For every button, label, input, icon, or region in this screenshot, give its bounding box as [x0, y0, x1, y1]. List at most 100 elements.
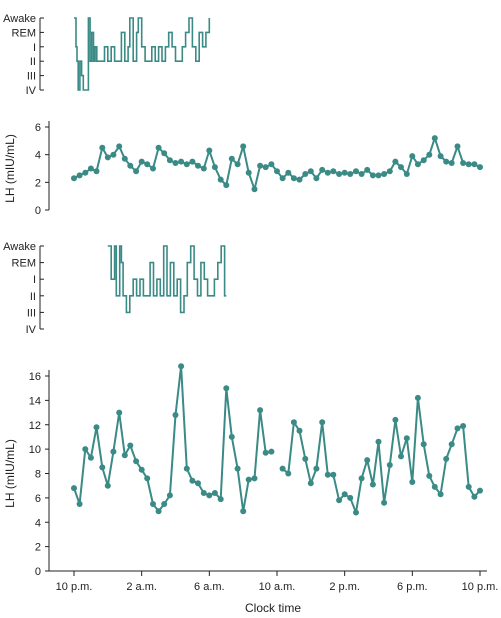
lh-2-data-point [296, 427, 303, 434]
lh-1-y-axis-title: LH (mIU/mL) [3, 134, 17, 203]
lh-2-y-tick-label: 16 [29, 371, 41, 383]
x-axis-title: Clock time [245, 601, 301, 615]
lh-1-data-point [426, 151, 433, 158]
lh-1-data-point [87, 165, 94, 172]
lh-1-data-point [274, 168, 280, 175]
hypnogram-1-stage-label: REM [12, 27, 36, 39]
hypnogram-1-stage-label: II [30, 56, 36, 68]
lh-1-data-point [178, 158, 185, 165]
hypnogram-2-stage-label: IV [26, 324, 37, 336]
lh-1-data-point [403, 171, 410, 177]
lh-2-data-point [448, 441, 455, 448]
lh-1-data-point [195, 162, 201, 169]
lh-2-data-point [358, 475, 365, 482]
lh-1-data-point [206, 147, 213, 154]
lh-2-data-point [166, 492, 173, 499]
hypnogram-2-stage-label: I [33, 274, 36, 286]
lh-2-data-point [443, 455, 450, 462]
hypnogram-2-trace [107, 245, 227, 314]
lh-1-data-point [166, 157, 173, 164]
lh-1-data-point [353, 168, 359, 175]
lh-2-y-tick-label: 14 [29, 395, 41, 407]
lh-1-data-point [133, 168, 140, 175]
lh-1-data-point [471, 161, 478, 168]
lh-2-data-point [381, 499, 388, 506]
x-axis-tick-label: 2 p.m. [329, 581, 360, 593]
lh-2-data-point [268, 448, 275, 455]
lh-2-data-point [104, 482, 111, 489]
lh-2-data-point [172, 412, 179, 418]
lh-1-data-point [431, 135, 438, 142]
lh-2-data-point [454, 425, 461, 432]
lh-1-data-point [460, 160, 467, 166]
lh-2-data-point [155, 508, 162, 515]
lh-1-data-point [223, 182, 230, 189]
x-axis-tick-label: 10 a.m. [259, 581, 296, 593]
lh-1-data-point [454, 143, 461, 150]
lh-2-data-point [240, 508, 247, 515]
lh-2-series-line [281, 396, 481, 514]
lh-2-data-point [330, 471, 337, 478]
lh-2-data-point [353, 509, 359, 516]
lh-1-data-point [116, 143, 123, 150]
hypnogram-2-stage-label: Awake [3, 241, 36, 253]
lh-2-data-point [324, 471, 331, 478]
lh-2-data-point [313, 465, 320, 472]
lh-2-data-point [116, 409, 123, 416]
lh-2-y-tick-label: 0 [35, 566, 41, 578]
lh-2-data-point [150, 501, 156, 507]
lh-1-data-point [375, 172, 382, 179]
lh-1-data-point [296, 176, 303, 183]
lh-2-data-point [414, 394, 421, 401]
lh-1-data-point [341, 169, 348, 176]
lh-1-data-point [183, 161, 190, 168]
lh-2-data-point [110, 448, 117, 455]
lh-2-data-point [465, 483, 472, 490]
lh-2-data-point [257, 407, 264, 414]
lh-1-data-point [150, 165, 156, 172]
lh-2-y-tick-label: 4 [35, 517, 41, 529]
lh-1-data-point [200, 165, 207, 172]
lh-2-data-point [392, 416, 399, 423]
lh-2-data-point [409, 479, 416, 485]
lh-1-data-point [257, 162, 264, 169]
lh-2-data-point [437, 491, 444, 498]
lh-1-data-point [127, 162, 134, 169]
lh-1-data-point [364, 166, 371, 173]
lh-1-data-point [465, 161, 472, 168]
lh-2-data-point [403, 435, 410, 442]
lh-1-data-point [381, 171, 388, 177]
x-axis-tick-label: 6 p.m. [397, 581, 428, 593]
lh-2-y-tick-label: 12 [29, 420, 41, 432]
lh-2-data-point [99, 464, 106, 471]
lh-1-data-point [251, 186, 258, 193]
lh-2-data-point [471, 493, 478, 500]
hypnogram-2-stage-label: II [30, 291, 36, 303]
hypnogram-1-stage-label: IV [26, 85, 37, 97]
lh-1-data-point [285, 169, 292, 176]
lh-2-data-point [336, 497, 343, 504]
x-axis-tick-label: 6 a.m. [194, 581, 225, 593]
lh-1-data-point [443, 158, 450, 165]
lh-2-data-point [279, 465, 286, 472]
lh-1-y-tick-label: 4 [35, 150, 41, 162]
lh-2-data-point [200, 490, 207, 496]
lh-1-data-point [234, 161, 241, 168]
lh-1-data-point [414, 161, 421, 168]
lh-2-data-point [87, 454, 94, 461]
lh-1-data-point [448, 160, 455, 166]
lh-2-data-point [189, 477, 196, 484]
lh-1-data-point [99, 144, 106, 151]
lh-2-data-point [347, 494, 354, 501]
lh-chart-panel-1: 0 2 4 6 LH (mIU/mL) [3, 121, 483, 217]
hypnogram-2-stage-label: III [27, 307, 36, 319]
lh-1-data-point [217, 176, 224, 183]
lh-1-data-point [93, 168, 100, 175]
lh-2-data-point [302, 455, 309, 462]
lh-1-data-point [392, 158, 399, 165]
lh-1-data-point [437, 153, 444, 160]
lh-1-y-tick-label: 0 [35, 205, 41, 217]
lh-2-data-point [223, 385, 230, 392]
